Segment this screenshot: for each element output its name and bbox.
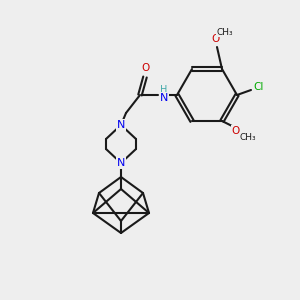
Text: N: N xyxy=(117,120,125,130)
Text: H: H xyxy=(160,85,168,95)
Text: O: O xyxy=(211,34,219,44)
Text: N: N xyxy=(117,158,125,168)
Text: CH₃: CH₃ xyxy=(240,134,256,142)
Text: CH₃: CH₃ xyxy=(217,28,233,37)
Text: O: O xyxy=(232,126,240,136)
Text: N: N xyxy=(160,93,168,103)
Text: Cl: Cl xyxy=(254,82,264,92)
Text: O: O xyxy=(142,63,150,73)
